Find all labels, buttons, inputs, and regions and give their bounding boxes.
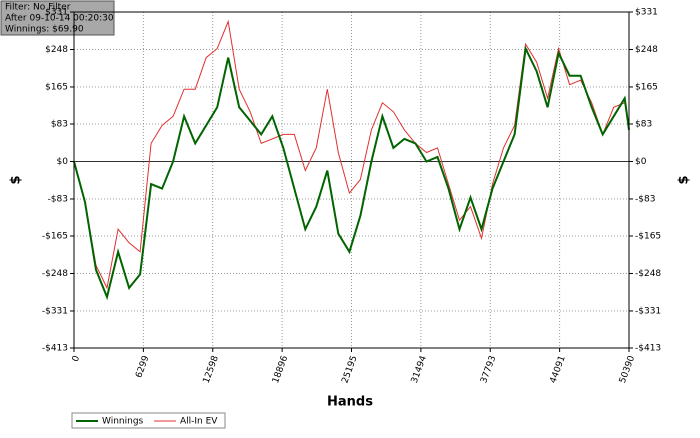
y-tick-label: $0	[57, 157, 69, 167]
info-background	[0, 0, 115, 36]
x-tick-label: 50390	[618, 354, 637, 385]
y-tick-label: -$165	[42, 232, 68, 242]
y-tick-label: -$413	[42, 344, 68, 354]
y-tick-label: $331	[45, 8, 68, 18]
info-line: Winnings: $69.90	[5, 25, 84, 35]
y-tick-label: -$331	[42, 306, 68, 316]
x-tick-label: 37793	[479, 354, 498, 384]
x-tick-label: 44091	[549, 354, 568, 384]
y2-tick-label: -$413	[635, 344, 661, 354]
y2-tick-label: $165	[635, 82, 658, 92]
y-tick-label: -$248	[42, 269, 68, 279]
legend-label: All-In EV	[180, 417, 218, 427]
x-tick-label: 18896	[271, 354, 290, 385]
legend	[71, 412, 226, 429]
y2-tick-label: -$248	[635, 269, 661, 279]
y2-tick-label: -$331	[635, 306, 661, 316]
info-line: Filter: No Filter	[5, 3, 71, 13]
y2-tick-label: -$165	[635, 232, 661, 242]
series-line	[73, 45, 630, 301]
plot-border	[73, 11, 630, 349]
info-line: After 09-10-14 00:20:30	[5, 14, 114, 24]
y2-tick-label: $248	[635, 45, 658, 55]
y2-tick-label: $83	[635, 120, 652, 130]
x-tick-label: 25195	[340, 354, 359, 384]
x-tick-label: 12598	[202, 354, 221, 385]
y-tick-label: $83	[51, 120, 68, 130]
x-tick-label: 0	[71, 354, 82, 363]
y2-axis-label: $	[677, 175, 692, 184]
y-axis-label: $	[9, 175, 24, 184]
y2-tick-label: $0	[635, 157, 647, 167]
info-box: Filter: No Filter After 09-10-14 00:20:3…	[0, 0, 115, 36]
legend-label: Winnings	[102, 417, 144, 427]
y-tick-label: -$83	[48, 194, 68, 204]
y2-tick-label: -$83	[635, 194, 655, 204]
x-tick-label: 6299	[134, 354, 151, 379]
y-tick-label: $248	[45, 45, 68, 55]
y2-tick-label: $331	[635, 8, 658, 18]
series-line	[73, 19, 630, 290]
y-tick-label: $165	[45, 82, 68, 92]
x-axis-label: Hands	[327, 395, 373, 410]
x-tick-label: 31494	[410, 354, 429, 385]
